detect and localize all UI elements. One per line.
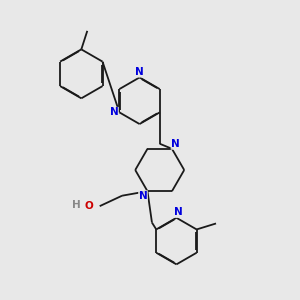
Text: N: N [139,191,147,201]
Text: O: O [85,201,94,211]
Text: H: H [72,200,81,210]
Text: N: N [135,67,144,77]
Text: N: N [171,139,180,149]
Text: N: N [110,107,118,117]
Text: N: N [174,207,182,218]
